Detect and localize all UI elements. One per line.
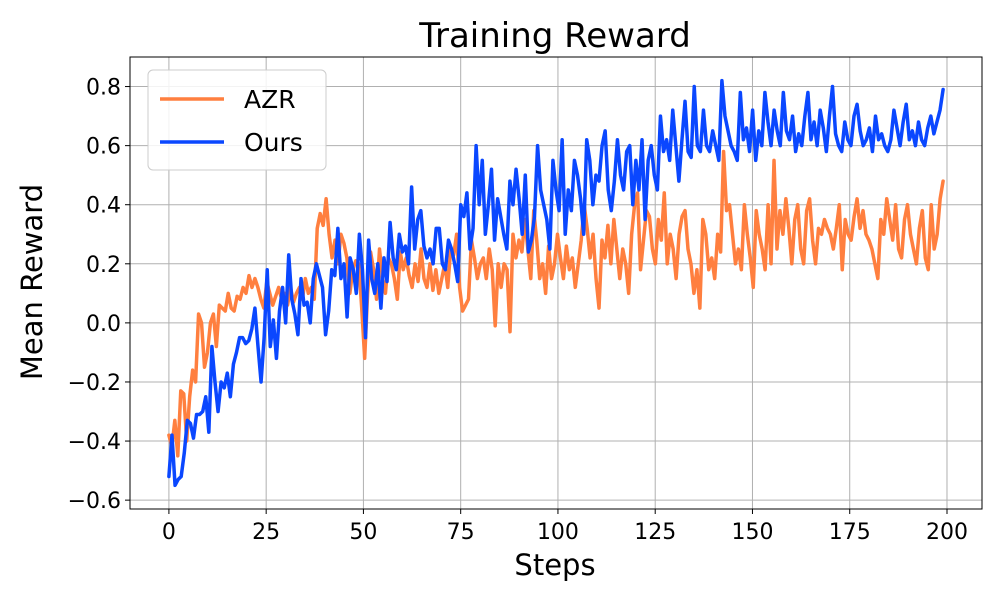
x-tick-label: 125 xyxy=(634,520,676,545)
x-tick-label: 200 xyxy=(926,520,968,545)
y-tick-label: 0.2 xyxy=(86,253,121,278)
y-tick-label: 0.8 xyxy=(86,76,121,101)
x-tick-label: 150 xyxy=(731,520,773,545)
series-line-azr xyxy=(167,149,945,458)
legend-box xyxy=(147,69,327,171)
legend-label: AZR xyxy=(244,85,296,114)
x-tick-label: 0 xyxy=(162,520,176,545)
y-tick-label: −0.2 xyxy=(68,371,121,396)
y-axis-label: Mean Reward xyxy=(15,184,49,380)
y-tick-label: 0.4 xyxy=(86,194,121,219)
x-axis: 0 25 50 75 100 125 150 175 200 xyxy=(162,509,968,545)
chart-title: Training Reward xyxy=(418,16,691,56)
y-tick-label: −0.4 xyxy=(68,430,121,455)
plot-frame xyxy=(129,56,983,510)
legend-label: Ours xyxy=(244,128,303,157)
y-tick-label: 0.6 xyxy=(86,135,121,160)
x-tick-label: 175 xyxy=(829,520,871,545)
x-tick-label: 75 xyxy=(447,520,475,545)
y-tick-label: 0.0 xyxy=(86,312,121,337)
y-tick-label: −0.6 xyxy=(68,489,121,514)
legend: AZR Ours xyxy=(147,69,327,171)
x-tick-label: 100 xyxy=(537,520,579,545)
x-tick-label: 50 xyxy=(349,520,377,545)
series-layer xyxy=(167,78,945,488)
x-axis-label: Steps xyxy=(514,548,595,582)
y-axis: −0.6 −0.4 −0.2 0.0 0.2 0.4 0.6 0.8 xyxy=(68,76,130,514)
x-tick-label: 25 xyxy=(252,520,280,545)
series-line-ours xyxy=(167,78,945,488)
